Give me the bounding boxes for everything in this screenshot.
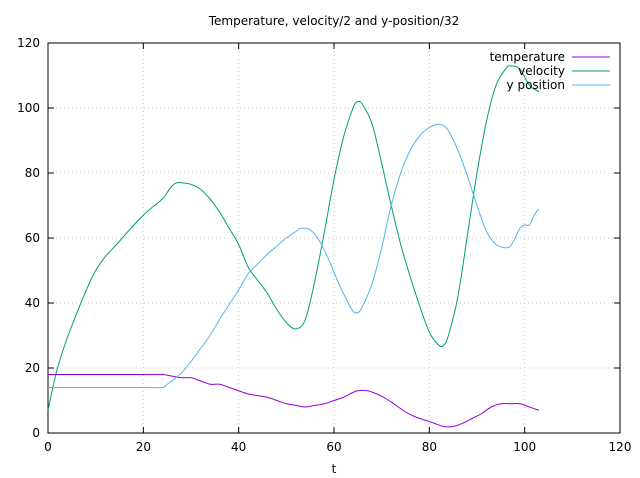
x-tick-label: 20 (136, 440, 151, 454)
x-tick-label: 80 (422, 440, 437, 454)
grid (48, 43, 620, 433)
series-line-velocity (47, 65, 540, 411)
series-line-temperature (47, 373, 540, 428)
y-tick-label: 60 (25, 231, 40, 245)
legend-label-temperature: temperature (490, 50, 565, 64)
x-tick-label: 60 (326, 440, 341, 454)
y-tick-label: 100 (17, 101, 40, 115)
chart-title: Temperature, velocity/2 and y-position/3… (208, 14, 460, 28)
y-tick-label: 20 (25, 361, 40, 375)
legend-label-velocity: velocity (518, 64, 565, 78)
y-tick-label: 40 (25, 296, 40, 310)
x-tick-label: 120 (609, 440, 632, 454)
series-line-y-position (48, 123, 540, 389)
series-lines (47, 65, 540, 428)
x-tick-label: 0 (44, 440, 52, 454)
x-tick-label: 40 (231, 440, 246, 454)
y-tick-label: 80 (25, 166, 40, 180)
y-tick-label: 0 (32, 426, 40, 440)
y-tick-label: 120 (17, 36, 40, 50)
x-axis-label: t (332, 462, 337, 476)
axis-ticks: 0 20 40 60 80 100 120 0 20 40 60 80 100 120 (17, 36, 631, 454)
x-tick-label: 100 (513, 440, 536, 454)
legend-label-y-position: y position (507, 78, 565, 92)
